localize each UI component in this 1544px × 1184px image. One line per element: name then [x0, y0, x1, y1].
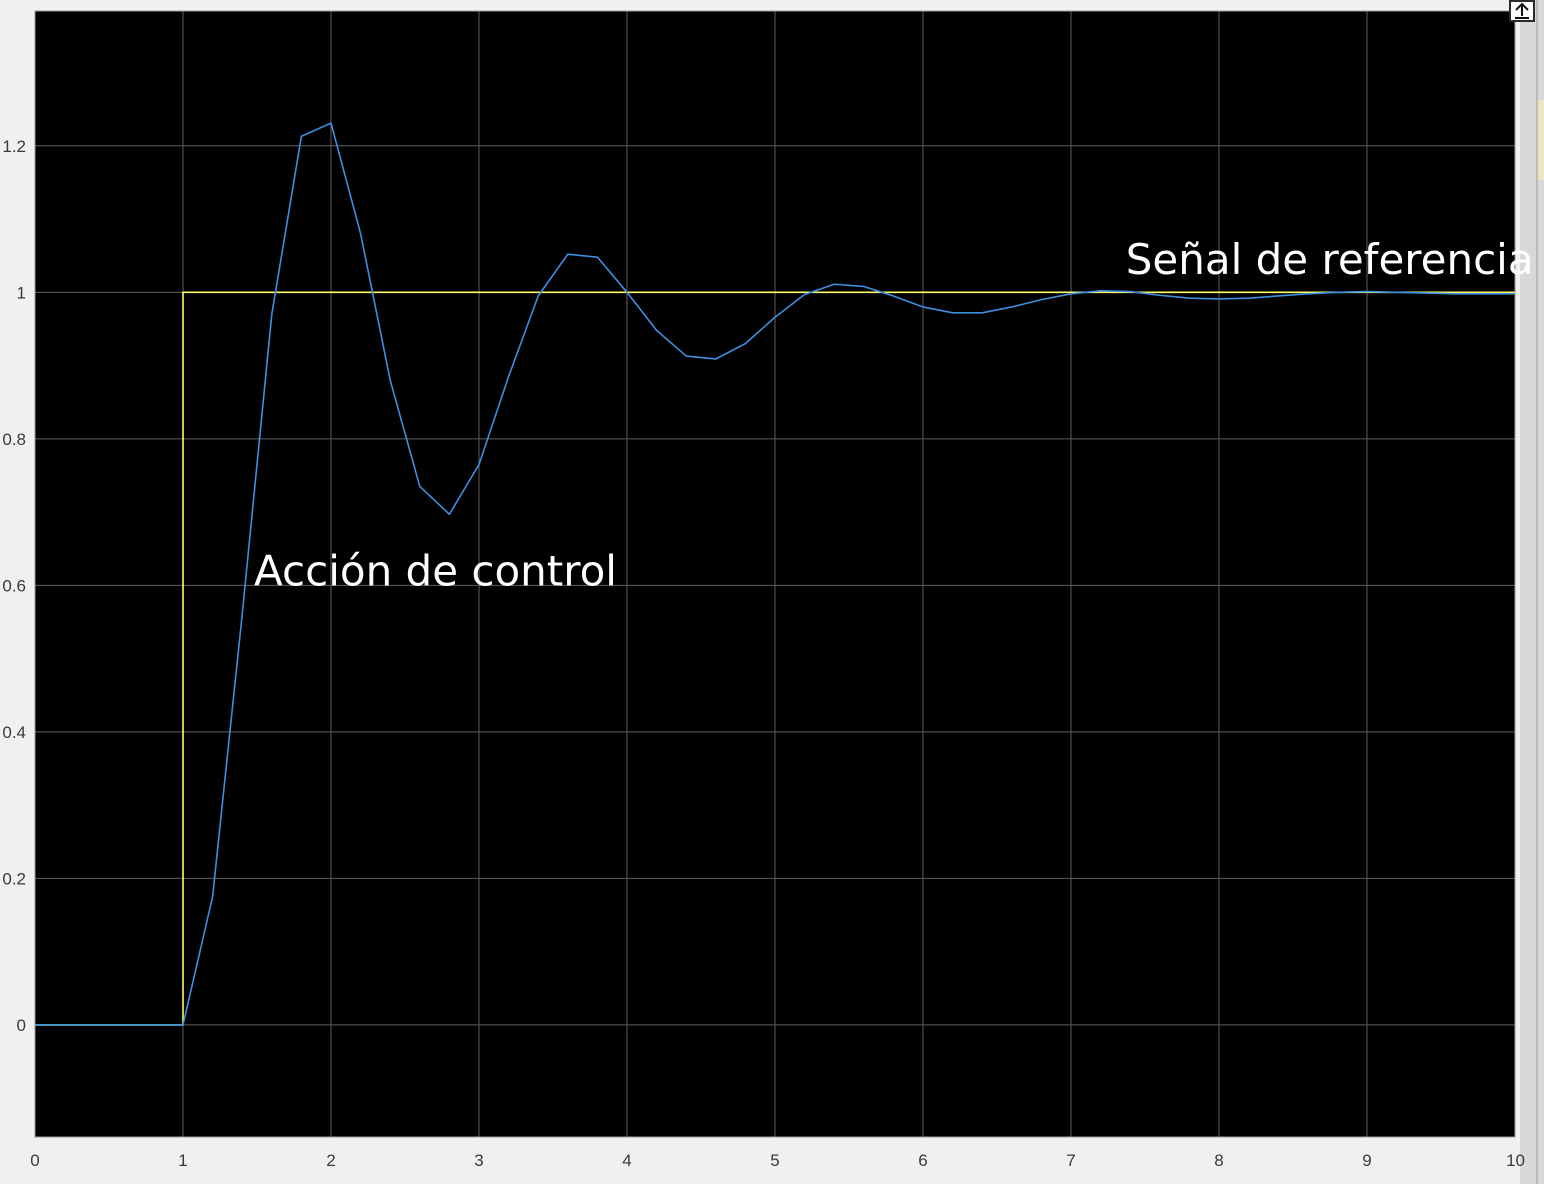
y-tick-label: 0.6	[2, 576, 26, 595]
y-tick-label: 1	[17, 283, 26, 302]
x-tick-label: 8	[1214, 1151, 1223, 1170]
expand-icon	[1515, 2, 1529, 19]
x-tick-label: 6	[918, 1151, 927, 1170]
y-axis-tick-labels: 0 0.2 0.4 0.6 0.8 1 1.2	[2, 137, 26, 1035]
y-tick-label: 0.8	[2, 430, 26, 449]
x-tick-label: 3	[474, 1151, 483, 1170]
x-tick-label: 5	[770, 1151, 779, 1170]
right-side-panel	[1520, 0, 1544, 1184]
x-tick-label: 9	[1362, 1151, 1371, 1170]
right-side-panel-highlight	[1537, 100, 1544, 180]
expand-button[interactable]	[1509, 0, 1535, 22]
x-axis-tick-labels: 0 1 2 3 4 5 6 7 8 9 10	[30, 1151, 1525, 1170]
x-tick-label: 4	[622, 1151, 631, 1170]
x-tick-label: 1	[178, 1151, 187, 1170]
plot-frame	[34, 10, 1516, 1138]
x-tick-label: 7	[1066, 1151, 1075, 1170]
x-tick-label: 0	[30, 1151, 39, 1170]
y-tick-label: 1.2	[2, 137, 26, 156]
annotations: Acción de control Señal de referencia	[254, 235, 1534, 595]
x-tick-label: 2	[326, 1151, 335, 1170]
y-tick-label: 0	[17, 1016, 26, 1035]
series-line-1	[35, 122, 1515, 1026]
y-tick-label: 0.2	[2, 869, 26, 888]
series-layer	[35, 122, 1515, 1026]
x-tick-label: 10	[1506, 1151, 1525, 1170]
annotation-0: Acción de control	[254, 546, 617, 595]
annotation-1: Señal de referencia	[1126, 235, 1534, 284]
y-tick-label: 0.4	[2, 723, 26, 742]
